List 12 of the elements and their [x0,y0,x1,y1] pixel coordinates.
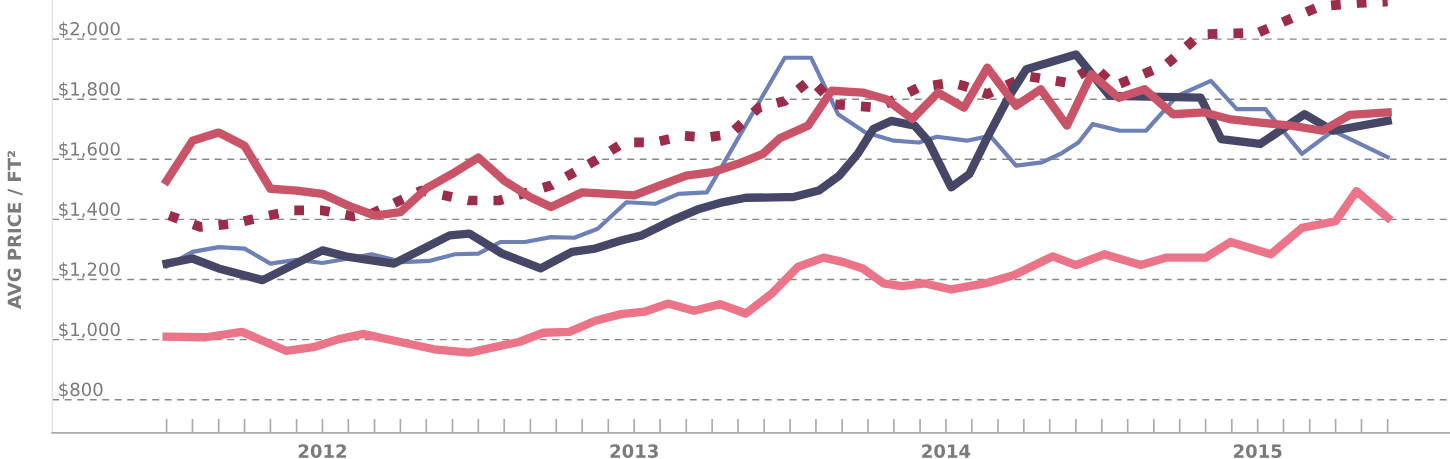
y-tick-label: $1,600 [59,141,120,159]
y-tick-label: $1,400 [59,201,120,219]
y-tick-label: $1,200 [59,262,120,279]
x-tick-label: 2012 [298,444,347,458]
y-tick-label: $1,000 [59,322,120,339]
y-tick-label: $2,000 [59,21,120,38]
y-axis-title: AVG PRICE / FT² [7,151,23,309]
y-tick-label: $800 [59,382,103,399]
x-tick-label: 2014 [922,444,971,458]
x-tick-label: 2015 [1233,444,1282,458]
y-tick-label: $1,800 [59,81,120,99]
x-tick-label: 2013 [610,444,658,458]
